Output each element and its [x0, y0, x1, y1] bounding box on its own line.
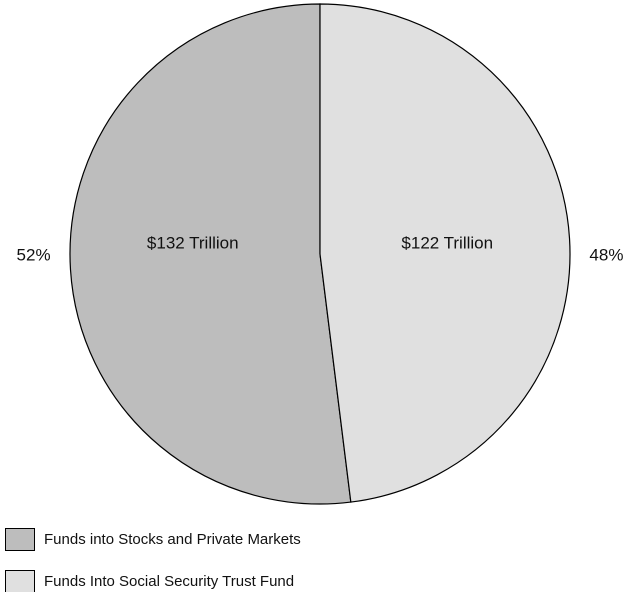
- legend-swatch: [5, 570, 35, 592]
- pie-slice: [69, 3, 352, 505]
- legend-label: Funds into Stocks and Private Markets: [44, 531, 301, 548]
- pie-slice: [319, 3, 571, 503]
- legend-label: Funds Into Social Security Trust Fund: [44, 573, 294, 590]
- legend-swatch: [5, 528, 35, 551]
- percent-label: 48%: [589, 245, 623, 264]
- percent-label: 52%: [17, 245, 51, 264]
- value-label: $122 Trillion: [401, 233, 493, 252]
- value-label: $132 Trillion: [147, 233, 239, 252]
